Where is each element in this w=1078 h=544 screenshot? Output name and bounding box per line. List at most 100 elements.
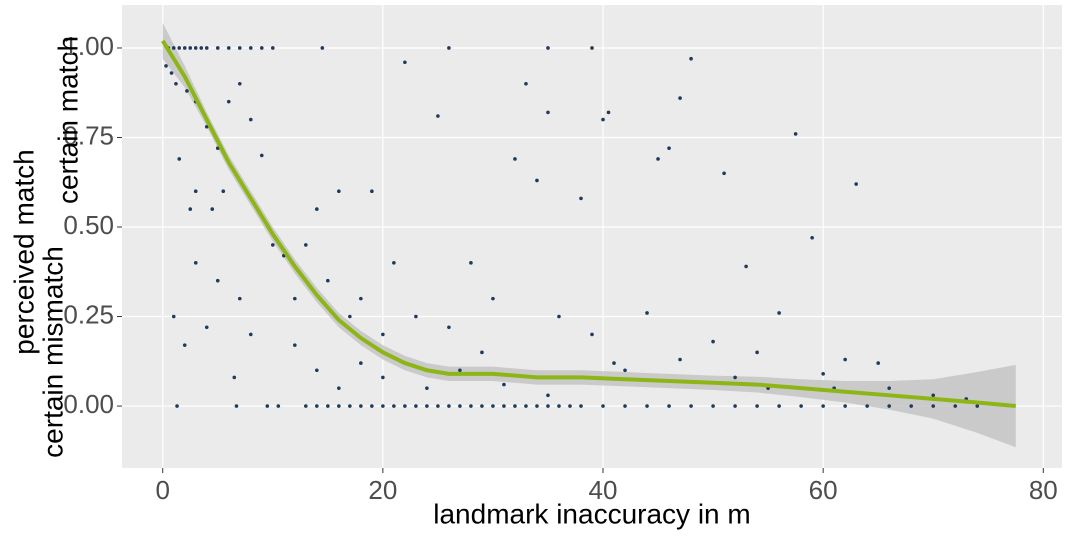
point [458, 368, 462, 373]
x-tick-label: 60 [809, 475, 838, 505]
point [535, 404, 539, 408]
point [447, 46, 451, 50]
point [199, 46, 204, 50]
y-tick-label: 1.00 [63, 31, 114, 61]
point [210, 207, 215, 211]
point [568, 404, 572, 408]
point [171, 46, 176, 50]
point [793, 132, 798, 136]
point [276, 404, 281, 408]
point [606, 110, 611, 115]
y-tick-label: 0.00 [63, 389, 114, 419]
point [182, 343, 187, 347]
point [744, 264, 748, 269]
point [204, 124, 209, 129]
point [188, 46, 193, 50]
point [270, 46, 275, 50]
point [524, 404, 528, 408]
point [678, 357, 682, 362]
point [931, 393, 936, 398]
point [237, 296, 242, 301]
point [733, 375, 737, 380]
point [175, 404, 179, 408]
point [403, 404, 407, 408]
point [777, 404, 781, 408]
point [623, 368, 627, 373]
point [810, 235, 814, 240]
point [447, 325, 451, 330]
point [458, 404, 462, 408]
point [315, 368, 319, 373]
point [656, 157, 660, 161]
point [678, 96, 682, 100]
point [270, 243, 275, 247]
point [689, 404, 693, 408]
x-axis-title: landmark inaccuracy in m [433, 498, 750, 529]
point [304, 404, 308, 408]
point [502, 404, 506, 408]
point [623, 404, 627, 408]
point [171, 314, 176, 319]
point [821, 372, 825, 376]
point [204, 325, 209, 330]
point [843, 404, 847, 408]
point [546, 393, 550, 398]
point [722, 171, 726, 176]
point [359, 404, 363, 408]
point [425, 404, 429, 408]
point [579, 404, 583, 408]
point [193, 189, 198, 194]
point [320, 46, 325, 50]
point [215, 278, 220, 283]
point [755, 404, 759, 408]
point [799, 404, 803, 408]
point [169, 71, 174, 75]
point [248, 46, 253, 50]
point [645, 404, 649, 408]
point [590, 46, 594, 50]
y-annotation: certain mismatch [37, 246, 68, 458]
point [843, 357, 847, 362]
point [232, 375, 237, 380]
confidence-band [162, 22, 1016, 448]
point [370, 404, 374, 408]
point [579, 196, 583, 201]
point [315, 207, 319, 211]
point [821, 404, 825, 408]
point [392, 404, 396, 408]
x-tick-label: 40 [589, 475, 618, 505]
point [237, 81, 242, 86]
point [436, 404, 440, 408]
point [601, 117, 605, 122]
point [414, 404, 418, 408]
point [381, 375, 385, 380]
point [645, 311, 649, 315]
point [248, 117, 253, 122]
point [854, 182, 858, 186]
point [381, 404, 385, 408]
point [931, 404, 936, 408]
y-tick-label: 0.25 [63, 299, 114, 329]
point [304, 243, 308, 247]
point [204, 46, 209, 50]
point [436, 114, 440, 118]
point [414, 314, 418, 319]
point [337, 404, 341, 408]
point [711, 404, 715, 408]
point [733, 404, 737, 408]
point [667, 146, 671, 151]
point [777, 311, 781, 315]
y-annotation: certain match [52, 36, 83, 204]
point [293, 296, 297, 301]
point [491, 296, 495, 301]
point [337, 189, 341, 194]
point [491, 404, 495, 408]
point [535, 178, 539, 183]
point [337, 386, 341, 390]
point [590, 332, 594, 337]
point [909, 404, 914, 408]
x-tick-label: 20 [368, 475, 397, 505]
point [513, 157, 517, 161]
point [546, 110, 550, 115]
